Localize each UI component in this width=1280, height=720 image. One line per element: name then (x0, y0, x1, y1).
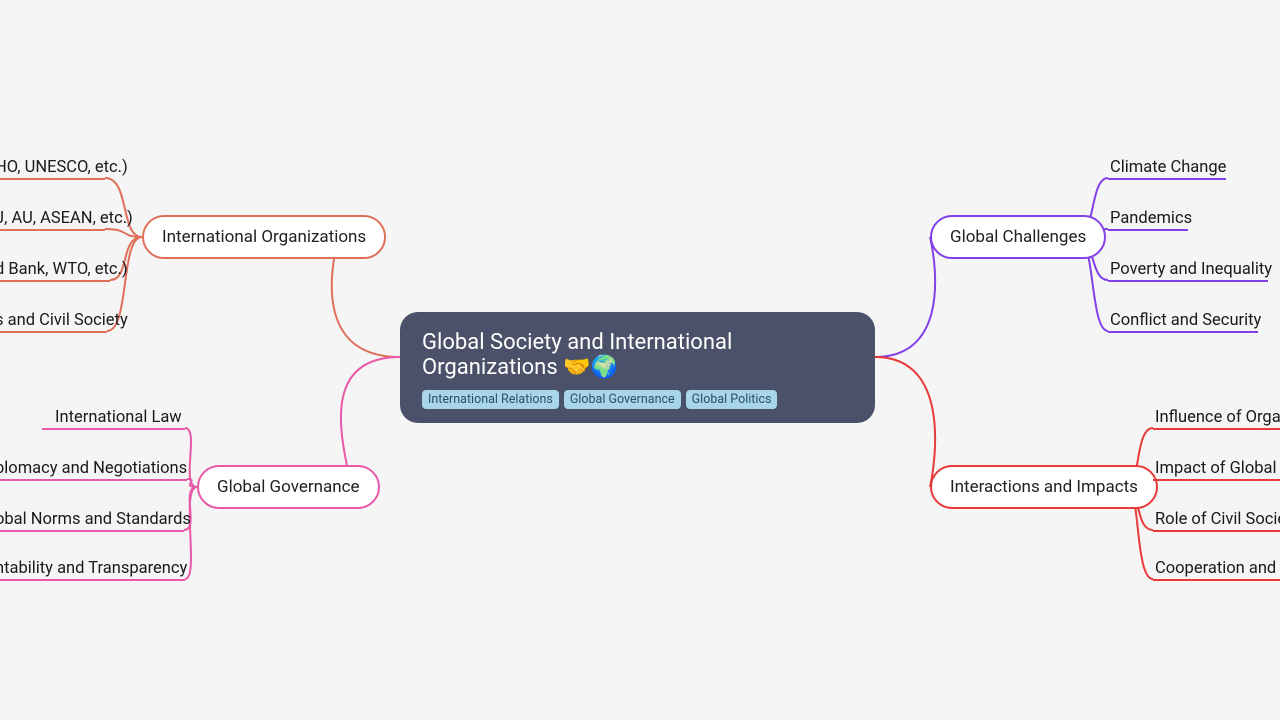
leaf-node[interactable]: Cooperation and Com (1155, 559, 1280, 578)
branch-node-chal[interactable]: Global Challenges (930, 215, 1106, 259)
center-tags: International Relations Global Governanc… (422, 390, 853, 409)
branch-node-intl-org[interactable]: International Organizations (142, 215, 386, 259)
leaf-underline (1153, 479, 1280, 481)
leaf-node[interactable]: Conflict and Security (1110, 311, 1261, 330)
tag[interactable]: Global Politics (686, 390, 778, 409)
leaf-underline (1108, 280, 1268, 282)
leaf-underline (0, 530, 184, 532)
leaf-underline (0, 579, 185, 581)
leaf-underline (42, 428, 185, 430)
center-title: Global Society and International Organiz… (422, 330, 853, 380)
tag[interactable]: Global Governance (564, 390, 681, 409)
leaf-underline (1108, 178, 1226, 180)
leaf-node[interactable]: Role of Civil Society in (1155, 510, 1280, 529)
leaf-underline (1153, 579, 1280, 581)
leaf-underline (1108, 331, 1258, 333)
leaf-node[interactable]: Poverty and Inequality (1110, 260, 1272, 279)
leaf-underline (0, 229, 105, 231)
leaf-underline (0, 479, 187, 481)
leaf-node[interactable]: Influence of Organizat (1155, 408, 1280, 427)
leaf-node[interactable]: d Bank, WTO, etc.) (0, 260, 128, 279)
leaf-node[interactable]: ntability and Transparency (0, 559, 187, 578)
leaf-node[interactable]: s and Civil Society (0, 311, 128, 330)
leaf-node[interactable]: Climate Change (1110, 158, 1226, 177)
tag[interactable]: International Relations (422, 390, 559, 409)
leaf-node[interactable]: Pandemics (1110, 209, 1192, 228)
leaf-node[interactable]: J, AU, ASEAN, etc.) (0, 209, 133, 228)
leaf-node[interactable]: International Law (55, 408, 182, 427)
mindmap-canvas[interactable]: Global Society and International Organiz… (0, 0, 1280, 720)
center-node[interactable]: Global Society and International Organiz… (400, 312, 875, 423)
leaf-underline (1153, 530, 1280, 532)
leaf-node[interactable]: obal Norms and Standards (0, 510, 191, 529)
branch-node-inter[interactable]: Interactions and Impacts (930, 465, 1158, 509)
leaf-node[interactable]: HO, UNESCO, etc.) (0, 158, 128, 177)
leaf-underline (0, 280, 110, 282)
leaf-underline (0, 178, 105, 180)
leaf-underline (1108, 229, 1188, 231)
leaf-underline (0, 331, 107, 333)
leaf-node[interactable]: Impact of Global Chall (1155, 459, 1280, 478)
leaf-underline (1153, 428, 1280, 430)
branch-node-gov[interactable]: Global Governance (197, 465, 380, 509)
leaf-node[interactable]: plomacy and Negotiations (0, 459, 187, 478)
